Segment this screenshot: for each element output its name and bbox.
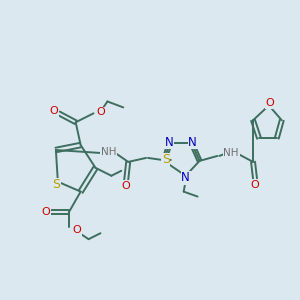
Text: O: O [122, 181, 130, 191]
Text: O: O [97, 107, 105, 117]
Text: O: O [250, 180, 260, 190]
Text: O: O [50, 106, 58, 116]
Text: NH: NH [224, 148, 239, 158]
Text: N: N [181, 171, 190, 184]
Text: S: S [162, 153, 170, 167]
Text: O: O [42, 207, 50, 218]
Text: N: N [188, 136, 197, 148]
Text: S: S [52, 178, 60, 191]
Text: N: N [164, 136, 173, 148]
Text: NH: NH [100, 147, 116, 157]
Text: O: O [266, 98, 274, 108]
Text: O: O [73, 225, 82, 235]
